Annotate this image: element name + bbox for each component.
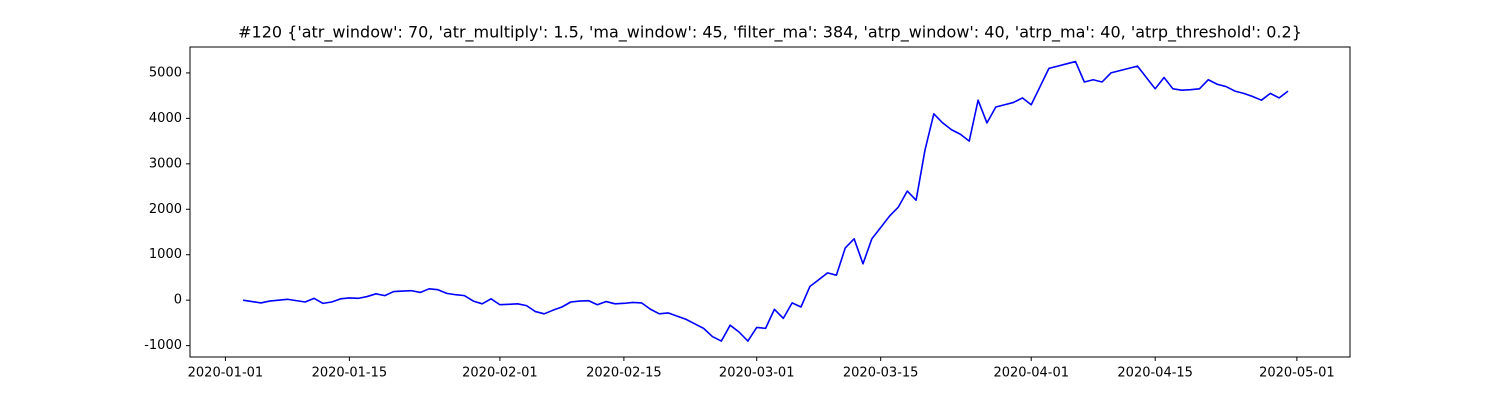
x-tick-label: 2020-05-01	[1259, 366, 1335, 381]
line	[243, 60, 1289, 342]
y-tick-label: 2000	[149, 202, 182, 217]
x-tick-label: 2020-02-01	[462, 366, 538, 381]
plot-frame	[189, 46, 1351, 358]
x-tick-label: 2020-01-15	[312, 366, 388, 381]
y-tick-label: 0	[174, 293, 182, 308]
y-tick-label: -1000	[144, 338, 182, 353]
y-tick-label: 1000	[149, 247, 182, 262]
x-tick-label: 2020-03-01	[719, 366, 795, 381]
x-tick-label: 2020-04-01	[993, 366, 1069, 381]
chart-title: #120 {'atr_window': 70, 'atr_multiply': …	[238, 23, 1302, 43]
y-tick-label: 4000	[149, 111, 182, 126]
x-tick-label: 2020-02-15	[586, 366, 662, 381]
y-tick-label: 3000	[149, 156, 182, 171]
x-tick-label: 2020-01-01	[188, 366, 264, 381]
x-tick-label: 2020-04-15	[1117, 366, 1193, 381]
x-tick-label: 2020-03-15	[843, 366, 919, 381]
y-tick-label: 5000	[149, 65, 182, 80]
